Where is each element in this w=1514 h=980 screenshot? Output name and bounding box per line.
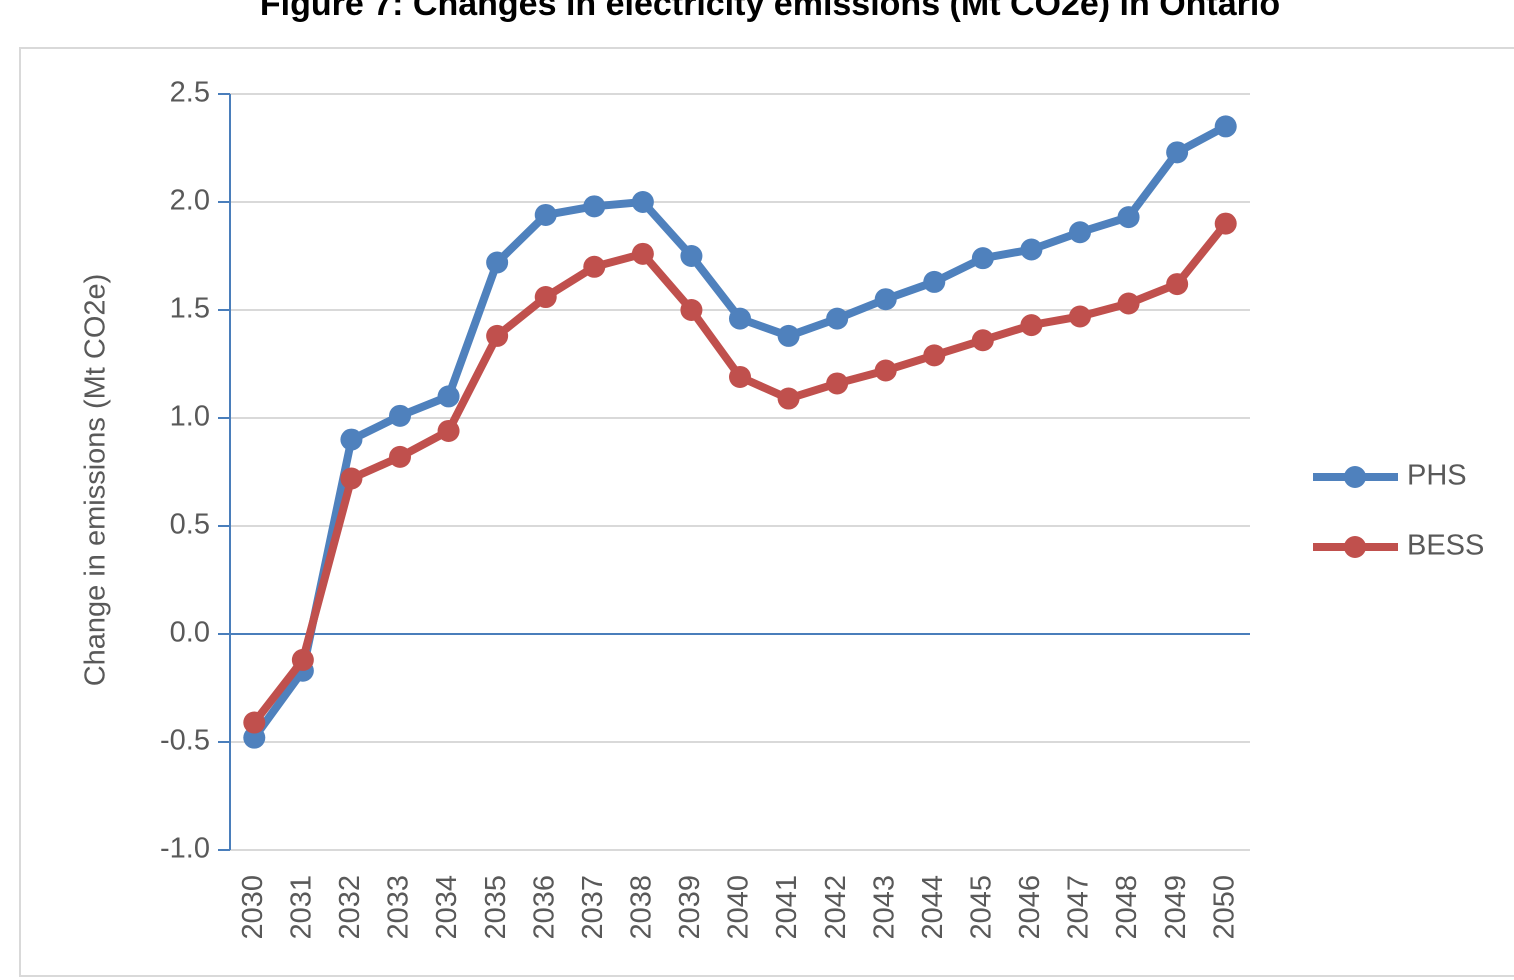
data-point bbox=[1117, 292, 1140, 315]
x-tick-label: 2037 bbox=[577, 875, 609, 940]
x-tick-label: 2050 bbox=[1208, 875, 1240, 940]
chart-title: Figure 7: Changes in electricity emissio… bbox=[260, 0, 1280, 23]
data-point bbox=[826, 372, 849, 395]
data-point bbox=[243, 711, 266, 734]
x-tick-label: 2035 bbox=[480, 875, 512, 940]
x-tick-label: 2049 bbox=[1160, 875, 1192, 940]
data-point bbox=[1214, 212, 1237, 235]
legend-marker bbox=[1344, 536, 1366, 558]
data-point bbox=[631, 242, 654, 265]
data-point bbox=[1020, 238, 1043, 261]
data-point bbox=[1020, 314, 1043, 337]
data-point bbox=[243, 726, 266, 749]
data-point bbox=[680, 299, 703, 321]
x-tick-label: 2042 bbox=[820, 875, 852, 940]
y-tick-label: 1.0 bbox=[170, 401, 210, 433]
data-point bbox=[923, 344, 946, 367]
data-point bbox=[437, 385, 460, 408]
data-point bbox=[874, 288, 897, 311]
x-tick-label: 2044 bbox=[917, 875, 949, 940]
x-tick-label: 2038 bbox=[626, 875, 658, 940]
data-point bbox=[729, 307, 751, 330]
data-point bbox=[486, 251, 509, 274]
data-point bbox=[1069, 305, 1091, 328]
data-point bbox=[680, 245, 703, 267]
legend-label: BESS bbox=[1407, 530, 1484, 562]
data-point bbox=[583, 195, 606, 218]
data-point bbox=[437, 419, 460, 442]
x-tick-label: 2036 bbox=[528, 875, 560, 940]
data-point bbox=[971, 329, 994, 352]
x-tick-label: 2033 bbox=[383, 875, 415, 940]
y-tick-label: -0.5 bbox=[160, 725, 210, 757]
x-tick-label: 2043 bbox=[868, 875, 900, 940]
data-point bbox=[923, 270, 946, 293]
data-point bbox=[826, 307, 849, 330]
x-tick-label: 2041 bbox=[771, 875, 803, 940]
y-tick-label: 2.0 bbox=[170, 185, 210, 217]
data-point bbox=[1214, 115, 1237, 138]
data-point bbox=[340, 428, 363, 451]
data-point bbox=[534, 286, 557, 309]
y-tick-label: -1.0 bbox=[160, 833, 210, 865]
data-point bbox=[631, 191, 654, 213]
data-point bbox=[583, 255, 606, 278]
data-point bbox=[1117, 206, 1140, 229]
data-point bbox=[389, 404, 411, 427]
data-point bbox=[777, 324, 800, 347]
y-tick-label: 2.5 bbox=[170, 77, 210, 109]
x-tick-label: 2039 bbox=[674, 875, 706, 940]
x-tick-label: 2031 bbox=[286, 875, 318, 940]
data-point bbox=[1069, 221, 1091, 244]
x-tick-label: 2048 bbox=[1111, 875, 1143, 940]
data-point bbox=[971, 247, 994, 270]
legend-label: PHS bbox=[1407, 460, 1467, 492]
data-point bbox=[1166, 141, 1189, 164]
data-point bbox=[389, 445, 411, 468]
x-tick-label: 2047 bbox=[1063, 875, 1095, 940]
data-point bbox=[777, 387, 800, 410]
x-tick-label: 2046 bbox=[1014, 875, 1046, 940]
data-point bbox=[340, 467, 363, 490]
x-tick-label: 2030 bbox=[237, 875, 269, 940]
legend-marker bbox=[1344, 466, 1366, 488]
y-axis-label: Change in emissions (Mt CO2e) bbox=[80, 274, 112, 687]
data-point bbox=[486, 324, 509, 347]
y-tick-label: 0.5 bbox=[170, 509, 210, 541]
x-tick-label: 2032 bbox=[334, 875, 366, 940]
chart-border bbox=[19, 47, 1514, 977]
x-tick-label: 2045 bbox=[966, 875, 998, 940]
y-tick-label: 1.5 bbox=[170, 293, 210, 325]
data-point bbox=[874, 359, 897, 382]
data-point bbox=[291, 648, 314, 671]
y-tick-label: 0.0 bbox=[170, 617, 210, 649]
data-point bbox=[1166, 273, 1189, 296]
data-point bbox=[534, 203, 557, 226]
x-tick-label: 2034 bbox=[431, 875, 463, 940]
data-point bbox=[729, 365, 751, 388]
x-tick-label: 2040 bbox=[723, 875, 755, 940]
